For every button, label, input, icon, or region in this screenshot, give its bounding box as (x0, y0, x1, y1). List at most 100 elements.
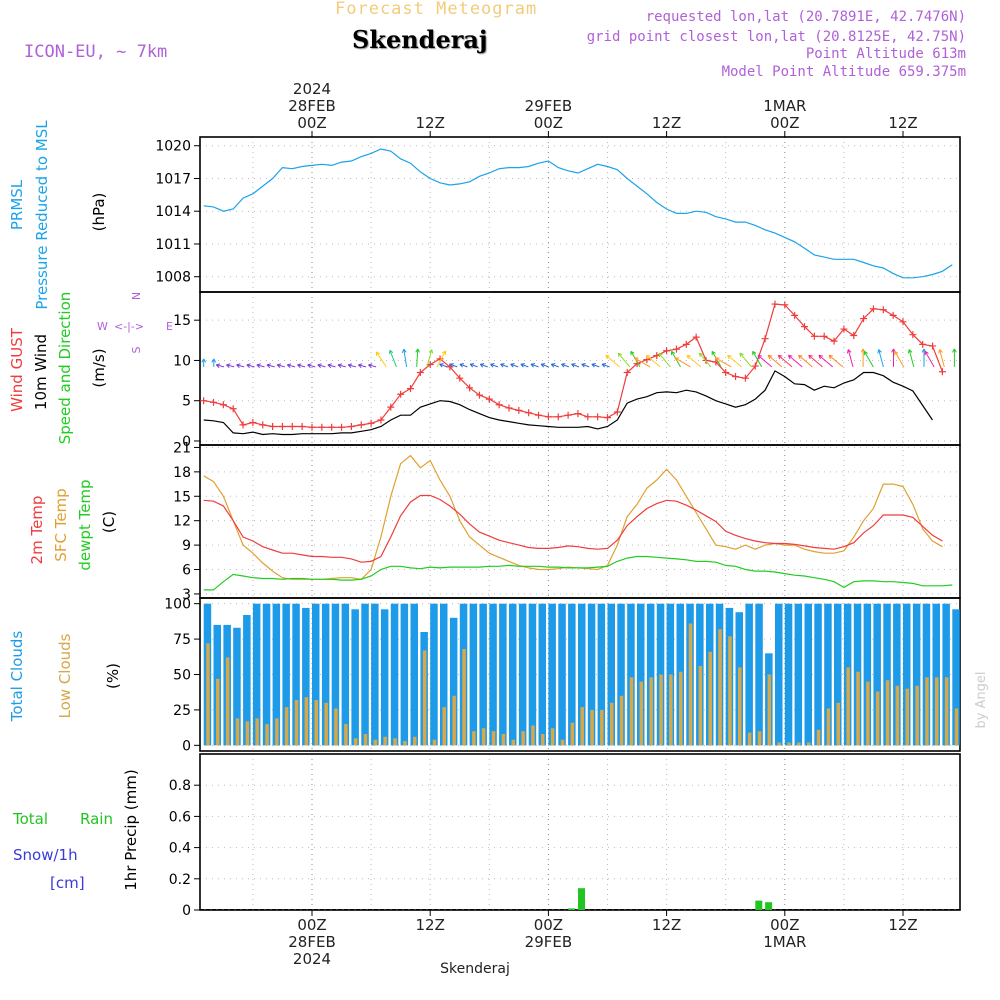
wind-direction-arrow (368, 363, 377, 368)
total-cloud-bar (312, 603, 320, 746)
time-label-top: 12Z (652, 114, 681, 132)
wind-direction-arrow (674, 357, 691, 368)
low-cloud-bar (501, 734, 506, 746)
gust-marker (249, 418, 257, 426)
gust-marker (387, 403, 395, 411)
y-tick-label-pressure: 1011 (155, 237, 191, 253)
total-cloud-bar (646, 603, 655, 746)
wind-direction-arrow (415, 348, 420, 367)
time-label-bottom: 12Z (888, 916, 917, 934)
total-cloud-bar (469, 603, 478, 746)
wind-direction-arrow (375, 351, 387, 368)
gust-marker (761, 335, 769, 343)
footer-credit: by Angel (974, 671, 989, 728)
y-label-2m-temp: 2m Temp (28, 496, 46, 565)
y-tick-label-temperature: 12 (173, 514, 191, 530)
low-cloud-bar (875, 691, 880, 746)
low-cloud-bar (442, 707, 446, 746)
wind-direction-arrow (601, 363, 610, 368)
total-cloud-bar (794, 603, 803, 746)
y-tick-label-clouds: 75 (173, 632, 191, 648)
time-label-top: 28FEB (288, 97, 335, 115)
wind-direction-arrow (581, 363, 590, 368)
gust-marker (801, 323, 808, 331)
y-label-prmsl: PRMSL (8, 179, 26, 230)
total-cloud-bar (292, 603, 300, 746)
time-label-bottom: 00Z (770, 916, 799, 934)
total-cloud-bar (952, 609, 960, 746)
low-cloud-bar (885, 680, 890, 746)
y-tick-label-precip: 0.6 (169, 809, 191, 825)
wind-direction-arrow (686, 354, 702, 368)
wind-direction-arrow (787, 354, 803, 368)
series-sfc-temp (203, 454, 943, 580)
gust-marker (909, 331, 917, 339)
low-cloud-bar (373, 739, 378, 746)
wind-direction-arrow (401, 348, 408, 367)
compass-east: E (166, 320, 173, 333)
low-cloud-bar (206, 643, 210, 746)
compass-north: N (130, 292, 143, 300)
series-pressure (203, 148, 953, 279)
wind-direction-arrow (877, 349, 884, 368)
gust-marker (672, 345, 680, 353)
gust-marker (525, 409, 533, 417)
y-tick-label-temperature: 3 (182, 587, 191, 603)
y-label-hpa: (hPa) (90, 193, 108, 232)
gust-marker (613, 408, 621, 416)
gust-marker (357, 421, 365, 429)
low-cloud-bar (245, 721, 250, 746)
low-cloud-bar (738, 667, 742, 746)
gust-marker (505, 404, 513, 412)
y-tick-label-precip: 0.4 (169, 841, 191, 857)
y-tick-label-clouds: 0 (182, 738, 191, 754)
footer-place: Skenderaj (440, 961, 510, 977)
gust-marker (298, 422, 306, 430)
total-cloud-bar (538, 603, 546, 746)
wind-direction-arrow (500, 363, 509, 368)
low-cloud-bar (659, 674, 663, 746)
low-cloud-bar (265, 724, 269, 746)
low-cloud-bar (413, 736, 417, 746)
time-label-bottom: 2024 (293, 950, 331, 968)
series-10m-wind (203, 370, 933, 436)
wind-direction-arrow (752, 350, 763, 368)
gust-marker (544, 413, 552, 421)
gust-marker (239, 421, 247, 429)
wind-direction-arrow (605, 354, 620, 368)
low-cloud-bar (688, 623, 693, 746)
low-cloud-bar (511, 739, 515, 746)
gust-marker (850, 331, 858, 339)
requested-coordinates: requested lon,lat (20.7891E, 42.7476N) (645, 9, 966, 25)
y-tick-label-clouds: 50 (173, 668, 191, 684)
wind-direction-arrow (808, 354, 823, 368)
low-cloud-bar (728, 636, 732, 746)
low-cloud-bar (856, 671, 860, 746)
low-cloud-bar (669, 674, 673, 746)
wind-direction-arrow (698, 352, 712, 368)
wind-direction-arrow (777, 354, 793, 368)
low-cloud-bar (807, 742, 811, 746)
total-cloud-bar (903, 603, 911, 746)
y-tick-label-precip: 0.2 (169, 872, 191, 888)
total-cloud-bar (243, 615, 251, 746)
total-cloud-bar (912, 603, 921, 746)
total-cloud-bar (390, 603, 399, 746)
wind-direction-arrow (337, 363, 346, 368)
panel-frame-pressure (199, 136, 961, 293)
wind-direction-arrow (490, 363, 499, 368)
y-label-sfc-temp: SFC Temp (52, 488, 70, 561)
wind-direction-arrow (436, 350, 446, 368)
total-cloud-bar (834, 603, 842, 746)
low-cloud-bar (718, 629, 722, 746)
low-cloud-bar (344, 724, 348, 746)
wind-direction-arrow (439, 363, 448, 368)
y-tick-label-temperature: 6 (182, 563, 191, 579)
total-cloud-bar (893, 603, 901, 746)
low-cloud-bar (403, 741, 407, 746)
low-cloud-bar (944, 677, 949, 746)
low-cloud-bar (639, 681, 643, 746)
time-label-bottom: 12Z (416, 916, 445, 934)
low-cloud-bar (363, 734, 368, 746)
y-label-speed-direction: Speed and Direction (56, 292, 74, 445)
